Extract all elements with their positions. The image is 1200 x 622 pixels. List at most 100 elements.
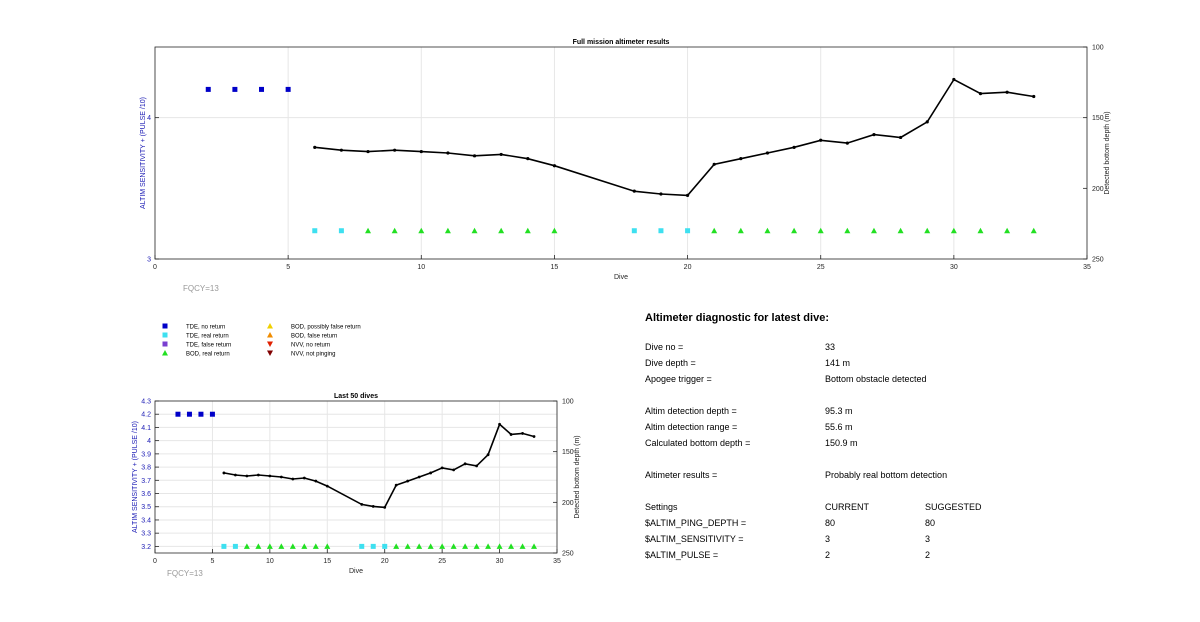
chart1-y2tick-label-3: 250 xyxy=(1092,256,1104,263)
chart2-depth-point-6 xyxy=(291,477,295,481)
chart2-depth-point-25 xyxy=(532,435,536,438)
chart1-xtick-label-2: 10 xyxy=(417,264,425,271)
chart2-ytick-label-10: 4.2 xyxy=(141,412,151,419)
apogee-trigger-value: Bottom obstacle detected xyxy=(825,374,927,384)
chart2-depth-point-23 xyxy=(509,433,513,436)
chart1-depth-line xyxy=(314,78,1034,197)
chart1-series-2-point-3 xyxy=(444,227,451,234)
chart2-title: Last 50 dives xyxy=(334,393,378,400)
chart1-annotation: FQCY=13 xyxy=(183,284,219,293)
chart2-series-0-point-0 xyxy=(175,411,181,417)
chart2-series-2-point-18 xyxy=(508,543,515,549)
full-mission-chart: 0 5 10 15 20 25 30 35 3 4 100 150 200 250 Full mission… xyxy=(140,39,1111,293)
chart2-depth-point-17 xyxy=(440,466,444,470)
chart-legend: TDE, no return TDE, real return TDE, false… xyxy=(162,323,361,358)
settings-label: Settings xyxy=(645,502,678,512)
chart2-depth-point-2 xyxy=(245,474,249,478)
chart2-ytick-label-9: 4.1 xyxy=(141,425,151,432)
chart1-depth-point-11 xyxy=(659,192,663,196)
chart2-depth-point-14 xyxy=(406,479,410,483)
pulse-row: $ALTIM_PULSE = 2 2 xyxy=(645,550,1105,566)
chart1-depth-point-20 xyxy=(899,135,903,140)
chart2-series-1-point-4 xyxy=(382,543,388,549)
chart1-series-0-point-1 xyxy=(232,86,238,92)
chart2-series-2-point-10 xyxy=(416,543,423,549)
chart2-xtick-label-3: 15 xyxy=(323,558,331,565)
calc-depth-label: Calculated bottom depth = xyxy=(645,438,751,448)
legend-marker-2 xyxy=(162,341,168,347)
legend-marker-1 xyxy=(162,332,168,338)
chart2-depth-point-15 xyxy=(417,475,421,479)
chart1-depth-point-4 xyxy=(419,149,423,154)
chart2-series-1-point-1 xyxy=(232,543,238,549)
dive-no-row: Dive no = 33 xyxy=(645,342,1105,358)
chart2-series-0-point-1 xyxy=(186,411,192,417)
chart2-ytick-label-0: 3.2 xyxy=(141,544,151,551)
chart1-y2tick-label-2: 200 xyxy=(1092,186,1104,193)
chart1-depth-point-16 xyxy=(792,145,796,149)
legend-marker-5 xyxy=(267,332,273,338)
dive-no-label: Dive no = xyxy=(645,342,684,352)
apogee-trigger-row: Apogee trigger = Bottom obstacle detecte… xyxy=(645,374,1105,390)
chart2-series-2-point-8 xyxy=(393,543,400,549)
chart1-series-2-point-14 xyxy=(870,227,877,234)
ping-depth-current: 80 xyxy=(825,518,836,528)
chart2-ytick-label-8: 4 xyxy=(147,438,151,445)
chart1-y2tick-label-1: 150 xyxy=(1092,115,1104,122)
chart1-plot-frame xyxy=(154,46,1088,260)
ping-depth-row: $ALTIM_PING_DEPTH = 80 80 xyxy=(645,518,1105,534)
chart1-xtick-label-5: 25 xyxy=(817,264,825,271)
chart2-depth-point-10 xyxy=(360,502,364,506)
chart2-xtick-label-0: 0 xyxy=(153,558,157,565)
chart2-series-2-point-12 xyxy=(439,543,446,549)
chart1-series-2-point-13 xyxy=(844,227,851,234)
chart1-xlabel: Dive xyxy=(614,274,628,281)
chart1-xtick-label-4: 20 xyxy=(684,264,692,271)
altim-results-row: Altimeter results = Probably real bottom… xyxy=(645,470,1105,486)
legend-label-2: TDE, false return xyxy=(186,343,231,349)
chart1-depth-point-23 xyxy=(978,92,983,96)
chart2-xtick-label-1: 5 xyxy=(210,558,214,565)
legend-label-3: BOD, real return xyxy=(186,352,230,358)
chart1-depth-point-21 xyxy=(925,120,929,124)
chart2-series-2-point-20 xyxy=(531,543,538,549)
chart1-depth-point-15 xyxy=(765,151,770,155)
chart1-series-1-point-2 xyxy=(631,228,637,234)
chart1-series-2-point-5 xyxy=(498,227,505,234)
chart2-depth-point-13 xyxy=(394,483,398,487)
chart2-ytick-label-2: 3.4 xyxy=(141,517,151,524)
sensitivity-label: $ALTIM_SENSITIVITY = xyxy=(645,534,744,544)
chart2-series-1-point-2 xyxy=(359,543,365,549)
chart2-depth-point-16 xyxy=(429,471,433,475)
chart1-depth-point-7 xyxy=(499,152,503,157)
chart2-series-1-point-0 xyxy=(221,543,227,549)
legend-label-7: NVV, not pinging xyxy=(291,352,335,358)
chart1-series-2-point-6 xyxy=(524,227,531,234)
chart1-ylabel: ALTIM SENSITIVITY + (PULSE /10) xyxy=(140,97,147,209)
chart2-depth-point-24 xyxy=(521,432,524,435)
chart2-ytick-label-4: 3.6 xyxy=(141,491,151,498)
sensitivity-current: 3 xyxy=(825,534,831,544)
chart2-xtick-label-2: 10 xyxy=(266,558,274,565)
chart2-ytick-label-3: 3.5 xyxy=(141,504,151,511)
altim-depth-row: Altim detection depth = 95.3 m xyxy=(645,406,1105,422)
chart1-depth-point-10 xyxy=(632,189,636,193)
chart1-xtick-label-0: 0 xyxy=(153,264,157,271)
chart2-plot-frame xyxy=(154,400,558,554)
chart1-series-0-point-3 xyxy=(285,86,291,92)
chart1-series-1-point-0 xyxy=(312,228,318,234)
chart1-series-2-point-11 xyxy=(791,227,798,234)
chart2-depth-point-1 xyxy=(234,473,237,477)
altim-depth-value: 95.3 m xyxy=(825,406,853,416)
chart1-depth-point-12 xyxy=(685,193,690,197)
chart1-xtick-label-6: 30 xyxy=(950,264,958,271)
chart1-series-1-point-1 xyxy=(338,228,344,234)
chart2-series-2-point-1 xyxy=(255,543,262,549)
chart1-depth-point-1 xyxy=(339,148,343,152)
chart2-ytick-label-6: 3.8 xyxy=(141,465,151,472)
chart1-series-2-point-0 xyxy=(365,227,372,234)
altim-range-value: 55.6 m xyxy=(825,422,853,432)
legend-label-4: BOD, possibly false return xyxy=(291,325,361,331)
chart2-y2label: Detected bottom depth (m) xyxy=(574,435,581,518)
chart2-depth-point-8 xyxy=(314,479,318,483)
